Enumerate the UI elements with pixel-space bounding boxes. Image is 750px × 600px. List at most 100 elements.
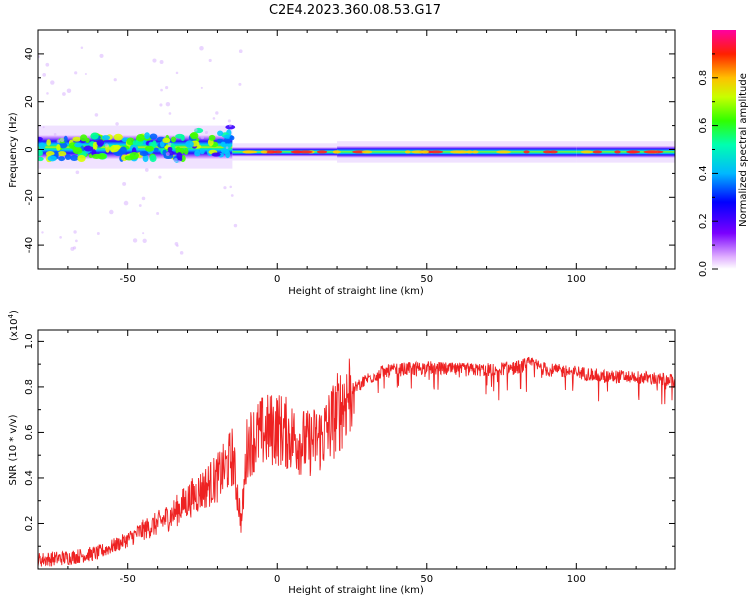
snr-scale-label: (x104)	[7, 310, 20, 341]
spectral-speckle	[123, 200, 129, 206]
spectral-blob	[153, 147, 159, 152]
spectral-blob	[124, 155, 134, 161]
band-peak	[580, 150, 594, 154]
spectral-speckle	[229, 185, 232, 189]
band-peak	[242, 150, 254, 154]
spectral-speckle	[176, 244, 179, 247]
spectral-blob	[64, 154, 72, 160]
spectral-blob	[216, 138, 224, 143]
spectral-speckle	[152, 58, 157, 63]
spectral-blob	[38, 149, 44, 157]
snr-xtick-label: 0	[274, 574, 280, 585]
snr-ytick-label: 0.4	[24, 470, 35, 486]
spectral-blob	[38, 156, 44, 162]
snr-xtick-label: 100	[567, 574, 586, 585]
band-peak	[292, 150, 302, 154]
spectral-blob	[149, 154, 157, 163]
spectral-blob	[144, 145, 154, 152]
spectral-blob	[159, 140, 165, 148]
snr-scale-exponent: 4	[7, 313, 15, 318]
spectral-blob	[109, 145, 120, 153]
spectral-blob	[47, 155, 57, 162]
snr-frame	[37, 329, 676, 570]
spectral-blob	[83, 145, 94, 152]
spectral-blob	[217, 130, 224, 137]
spectral-speckle	[179, 251, 184, 255]
spectral-speckle	[122, 181, 127, 186]
spectral-blob	[72, 136, 81, 142]
snr-panel: -50 0 50 100 0.2 0.4 0.6 0.8 1.0 Height of strai…	[7, 310, 676, 596]
spectral-speckle	[208, 58, 212, 63]
spectral-blob	[220, 148, 229, 154]
spectral-speckle	[142, 238, 147, 243]
spectral-blob	[77, 154, 86, 163]
colorbar: 0.0 0.2 0.4 0.6 0.8 Normalized spectral ampl…	[698, 30, 749, 277]
snr-ticks: -50 0 50 100 0.2 0.4 0.6 0.8 1.0	[24, 330, 675, 585]
spectral-blob	[183, 148, 189, 155]
spectrogram-panel: -50 0 50 100 -40 -20 0 20 40 Height of straight …	[8, 29, 676, 297]
spectral-blob	[96, 139, 105, 147]
spectral-blob	[211, 152, 221, 157]
spectrogram-xtick-label: 0	[274, 274, 280, 285]
snr-xtick-label: -50	[120, 574, 136, 585]
spectral-speckle	[230, 194, 234, 197]
band-peak	[429, 150, 444, 154]
spectral-blob	[199, 148, 205, 155]
spectral-blob	[90, 132, 99, 140]
spectral-speckle	[109, 209, 114, 215]
spectrogram-heatmap	[38, 46, 675, 255]
spectral-speckle	[212, 117, 216, 120]
spectral-speckle	[159, 60, 164, 64]
snr-xlabel: Height of straight line (km)	[288, 585, 424, 596]
spectral-speckle	[215, 111, 219, 115]
colorbar-tick-label: 0.6	[698, 118, 709, 134]
spectral-speckle	[165, 101, 171, 107]
band-peak	[523, 150, 530, 154]
spectrogram-ytick-label: -40	[24, 237, 35, 253]
band-peak	[455, 150, 470, 154]
spectral-blob	[162, 149, 167, 156]
spectral-speckle	[144, 168, 149, 172]
colorbar-tick-label: 0.0	[698, 261, 709, 277]
spectral-speckle	[66, 88, 72, 94]
spectral-speckle	[228, 123, 232, 127]
spectral-blob	[175, 146, 182, 154]
spectral-blob	[101, 135, 111, 141]
spectral-speckle	[141, 196, 146, 201]
spectral-speckle	[200, 86, 203, 89]
band-peak	[298, 150, 313, 154]
snr-ylabel: SNR (10 * v/v)	[8, 414, 19, 485]
band-peak	[361, 150, 373, 154]
spectral-speckle	[56, 139, 61, 144]
spectrogram-ytick-label: 40	[24, 48, 35, 61]
snr-ytick-label: 0.6	[24, 424, 35, 440]
spectral-speckle	[94, 113, 99, 117]
spectral-blob	[59, 142, 68, 149]
spectral-speckle	[200, 135, 205, 140]
spectral-speckle	[165, 86, 169, 90]
spectral-speckle	[223, 186, 227, 190]
spectral-speckle	[227, 119, 231, 123]
spectral-blob	[220, 141, 226, 148]
spectral-blob	[132, 140, 138, 146]
band-peak	[404, 150, 411, 154]
spectrogram-ticks: -50 0 50 100 -40 -20 0 20 40	[24, 29, 675, 285]
snr-series-line	[38, 356, 675, 567]
colorbar-gradient	[712, 30, 736, 269]
spectrogram-ytick-label: 0	[24, 146, 35, 152]
spectral-blob	[194, 150, 201, 157]
spectral-speckle	[42, 126, 45, 129]
spectral-speckle	[75, 170, 80, 175]
spectral-speckle	[45, 62, 50, 67]
spectral-speckle	[173, 158, 178, 163]
spectral-speckle	[204, 130, 208, 135]
snr-ytick-label: 0.8	[24, 379, 35, 395]
spectral-blob	[38, 136, 43, 142]
spectral-blob	[57, 151, 67, 157]
spectral-blob	[72, 146, 82, 152]
spectral-speckle	[238, 82, 242, 86]
spectral-blob	[80, 134, 88, 142]
spectral-blob	[139, 151, 149, 157]
spectral-blob	[167, 146, 173, 152]
